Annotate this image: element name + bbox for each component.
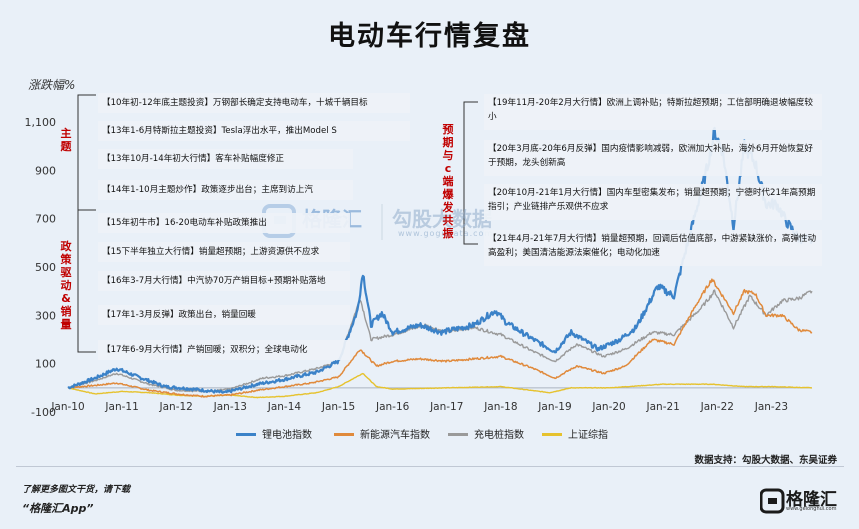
annotation-left-5: 【15年初牛市】16-20电动车补贴政策推出	[98, 213, 350, 233]
label-expectation: 预期与c端爆发共振	[442, 123, 454, 240]
label-theme: 主题	[60, 127, 72, 153]
x-tick-label: Jan-18	[483, 401, 517, 413]
legend-swatch-1	[236, 433, 256, 436]
x-tick-label: Jan-14	[267, 401, 302, 413]
y-tick-label: 100	[35, 358, 56, 371]
annotation-left-6: 【15下半年独立大行情】销量超预期；上游资源供不应求	[98, 242, 350, 262]
y-tick-label: 1,100	[25, 116, 57, 129]
legend-item-3: 充电桩指数	[474, 430, 524, 441]
x-tick-label: Jan-17	[429, 401, 463, 413]
legend-swatch-2	[334, 433, 354, 436]
annotation-left-3: 【13年10月-14年初大行情】客车补贴幅度修正	[98, 149, 353, 169]
annotation-left-2: 【13年1-6月特斯拉主题投资】Tesla浮出水平，推出Model S	[98, 121, 410, 141]
legend: 锂电池指数 新能源汽车指数 充电桩指数 上证综指	[0, 426, 859, 442]
x-tick-label: Jan-21	[646, 401, 680, 413]
footer-app-name[interactable]: “格隆汇App”	[22, 502, 94, 515]
brand-name: 格隆汇	[786, 490, 837, 510]
y-tick-label: 900	[35, 164, 56, 177]
legend-swatch-3	[448, 433, 468, 436]
x-tick-label: Jan-13	[213, 401, 247, 413]
right-bracket	[463, 101, 478, 245]
annotation-right-1: 【19年11月-20年2月大行情】欧洲上调补贴；特斯拉超预期；工信部明确退坡幅度…	[484, 94, 822, 130]
watermark-brand-2: 勾股大数据	[392, 207, 492, 231]
chart-title: 电动车行情复盘	[328, 21, 531, 52]
footer-divider	[16, 466, 844, 467]
annotation-left-1: 【10年初-12年底主题投资】万钢部长确定支持电动车，十城千辆目标	[98, 93, 410, 113]
label-policy: 政策驱动&销量	[60, 240, 72, 331]
annotation-left-8: 【17年1-3月反弹】政策出台，销量回暖	[98, 305, 350, 325]
annotation-right-4: 【21年4月-21年7月大行情】销量超预期，回调后估值底部，中游紧缺涨价，高弹性…	[484, 230, 822, 266]
x-tick-label: Jan-23	[754, 401, 788, 413]
y-tick-label: -100	[31, 406, 56, 419]
x-tick-label: Jan-10	[50, 401, 84, 413]
legend-item-4: 上证综指	[568, 430, 608, 441]
series-line-2	[67, 278, 813, 398]
annotation-left-9: 【17年6-9月大行情】产销回暖；双积分；全球电动化	[98, 340, 350, 360]
footer-text-1: 了解更多图文干货，请下载	[22, 485, 131, 495]
annotation-right-3: 【20年10月-21年1月大行情】国内车型密集发布；销量超预期；宁德时代21年高…	[484, 184, 822, 220]
x-tick-label: Jan-16	[375, 401, 410, 413]
annotation-left-7: 【16年3-7月大行情】中汽协70万产销目标+预期补贴落地	[98, 271, 350, 291]
y-axis-label: 涨跌幅%	[28, 78, 76, 92]
x-tick-label: Jan-15	[321, 401, 355, 413]
y-tick-label: 500	[35, 261, 56, 274]
legend-item-2: 新能源汽车指数	[360, 430, 430, 441]
x-tick-label: Jan-19	[537, 401, 571, 413]
left-bracket	[77, 94, 96, 353]
watermark-url: www.gogudata.com	[398, 229, 494, 238]
legend-swatch-4	[542, 433, 562, 436]
brand-logo-icon	[760, 488, 785, 514]
x-tick-label: Jan-22	[700, 401, 734, 413]
y-tick-label: 300	[35, 309, 56, 322]
annotation-left-4: 【14年1-10月主题炒作】政策逐步出台；主席到访上汽	[98, 180, 353, 200]
x-tick-label: Jan-11	[104, 401, 138, 413]
x-tick-label: Jan-20	[591, 401, 625, 413]
legend-item-1: 锂电池指数	[262, 430, 312, 441]
brand-url: www.gelonghui.com	[786, 506, 837, 512]
annotation-right-2: 【20年3月底-20年6月反弹】国内疫情影响减弱，欧洲加大补贴，海外6月开始恢复…	[484, 140, 822, 176]
y-tick-label: 700	[35, 213, 56, 226]
x-tick-label: Jan-12	[159, 401, 193, 413]
data-source: 数据支持：勾股大数据、东吴证券	[694, 455, 837, 466]
